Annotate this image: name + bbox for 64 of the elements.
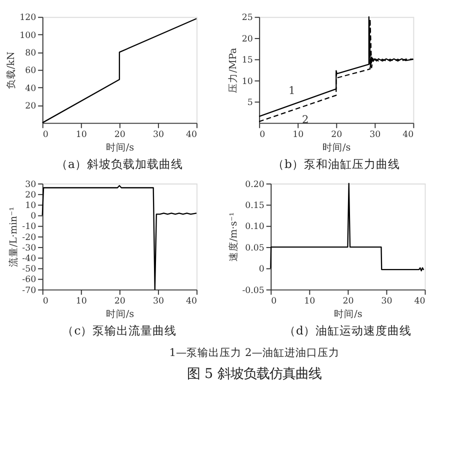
- y-tick-label: 120: [20, 13, 36, 24]
- y-tick-label: 10: [242, 76, 253, 87]
- text: 1—泵输出压力 2—油缸进油口压力: [169, 346, 340, 359]
- line-series: [270, 182, 424, 272]
- y-tick-label: 80: [25, 48, 36, 59]
- y-tick-label: -40: [22, 254, 36, 264]
- y-tick-label: -70: [22, 286, 36, 296]
- x-tick-label: 0: [271, 296, 277, 306]
- y-tick-label: 40: [25, 84, 36, 94]
- x-tick-label: 30: [152, 296, 164, 306]
- y-tick-label: 20: [25, 102, 36, 112]
- x-tick-label: 30: [152, 130, 164, 140]
- y-tick-label: -30: [22, 243, 36, 254]
- y-tick-label: -0.05: [242, 286, 264, 296]
- x-tick-label: 20: [114, 296, 126, 306]
- text: 图 5 斜坡负载仿真曲线: [187, 366, 322, 382]
- y-tick-label: 10: [25, 201, 36, 212]
- y-axis-title: 负载/kN: [4, 52, 17, 90]
- y-tick-label: 60: [25, 66, 36, 76]
- x-tick-label: 40: [402, 130, 414, 140]
- y-axis-title: 流量/L·min⁻¹: [7, 206, 20, 267]
- x-tick-label: 20: [331, 130, 342, 140]
- y-tick-label: 30: [25, 180, 36, 190]
- text: （c）泵输出流量曲线: [62, 324, 177, 338]
- y-tick-label: 20: [242, 34, 253, 44]
- text: （d）油缸运动速度曲线: [284, 324, 412, 338]
- series-label: 1: [288, 85, 296, 98]
- x-tick-label: 10: [76, 130, 87, 140]
- x-tick-label: 0: [42, 130, 48, 140]
- y-tick-label: -10: [22, 222, 36, 232]
- y-tick-label: 25: [242, 13, 253, 24]
- x-axis-title: 时间/s: [334, 308, 362, 320]
- y-axis-title: 速度/m·s⁻¹: [227, 212, 240, 262]
- x-tick-label: 20: [342, 296, 354, 306]
- y-tick-label: -50: [22, 264, 36, 275]
- y-tick-label: 20: [25, 190, 36, 200]
- y-tick-label: 5: [247, 98, 253, 108]
- y-tick-label: 0.15: [245, 201, 264, 212]
- x-axis-title: 时间/s: [322, 141, 351, 154]
- y-tick-label: 100: [20, 30, 36, 41]
- x-tick-label: 30: [370, 130, 381, 140]
- text: （a）斜坡负载加载曲线: [56, 157, 183, 172]
- x-tick-label: 40: [186, 296, 197, 306]
- x-tick-label: 10: [292, 130, 304, 140]
- text: （b）泵和油缸压力曲线: [272, 157, 400, 172]
- x-axis-title: 时间/s: [106, 308, 134, 320]
- x-tick-label: 10: [76, 296, 87, 306]
- x-tick-label: 20: [114, 130, 126, 140]
- y-tick-label: 0: [258, 264, 264, 275]
- x-tick-label: 40: [414, 296, 426, 306]
- x-tick-label: 30: [381, 296, 392, 306]
- x-axis-title: 时间/s: [106, 141, 134, 154]
- y-tick-label: 0.10: [245, 222, 264, 232]
- x-tick-label: 10: [304, 296, 316, 306]
- y-tick-label: 0.05: [245, 243, 264, 254]
- x-tick-label: 0: [42, 296, 48, 306]
- y-tick-label: 0: [30, 212, 36, 222]
- y-tick-label: -20: [22, 232, 36, 243]
- series-label: 2: [302, 114, 309, 126]
- x-tick-label: 40: [186, 130, 197, 140]
- y-tick-label: 0.20: [245, 180, 264, 190]
- y-tick-label: 15: [242, 56, 253, 66]
- y-axis-title: 压力/MPa: [227, 48, 240, 93]
- y-tick-label: -60: [22, 275, 36, 286]
